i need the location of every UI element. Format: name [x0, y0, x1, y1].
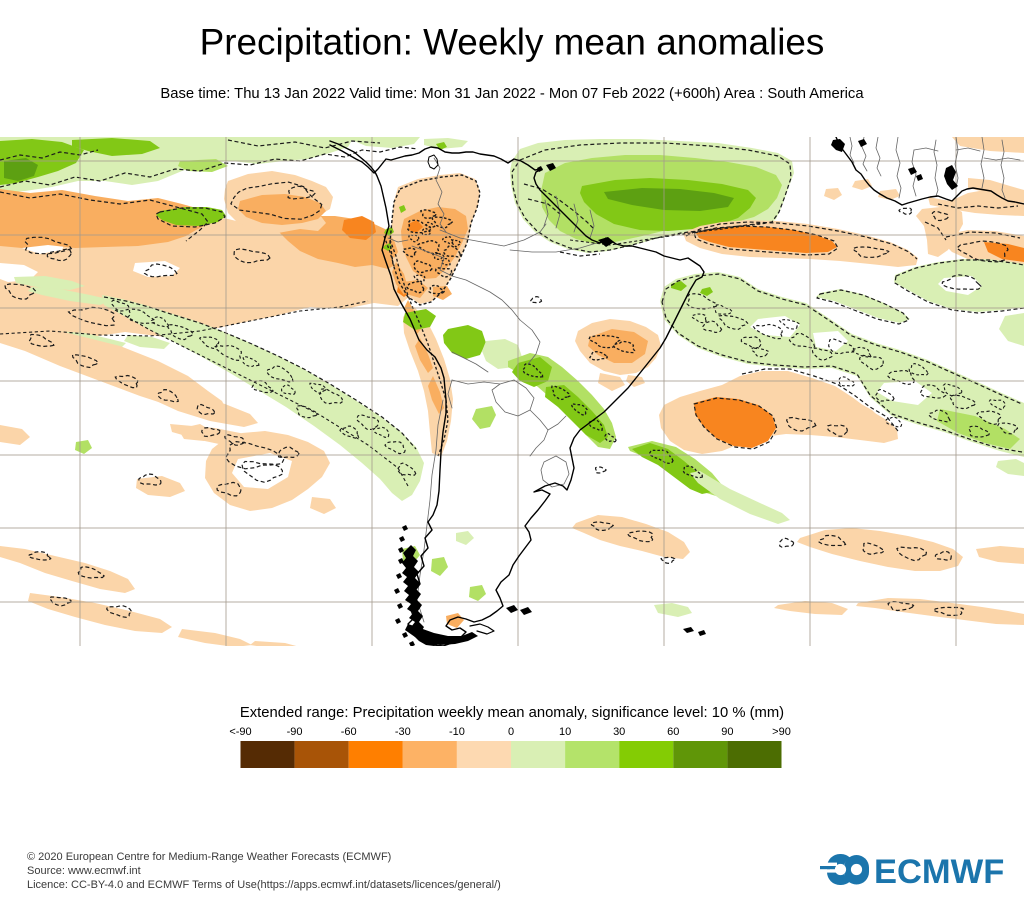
- svg-text:-10: -10: [449, 726, 465, 738]
- svg-text:60: 60: [667, 726, 679, 738]
- svg-text:Extended range: Precipitation: Extended range: Precipitation weekly mea…: [240, 705, 784, 721]
- svg-text:Source: www.ecmwf.int: Source: www.ecmwf.int: [27, 865, 141, 877]
- svg-text:10: 10: [559, 726, 571, 738]
- svg-text:30: 30: [613, 726, 625, 738]
- svg-text:Licence: CC-BY-4.0 and ECMWF T: Licence: CC-BY-4.0 and ECMWF Terms of Us…: [27, 879, 501, 891]
- svg-text:-30: -30: [395, 726, 411, 738]
- svg-text:90: 90: [721, 726, 733, 738]
- svg-text:>90: >90: [772, 726, 791, 738]
- svg-text:<-90: <-90: [229, 726, 251, 738]
- svg-text:Precipitation: Weekly mean ano: Precipitation: Weekly mean anomalies: [200, 22, 825, 63]
- svg-text:0: 0: [508, 726, 514, 738]
- svg-text:-60: -60: [341, 726, 357, 738]
- svg-text:-90: -90: [287, 726, 303, 738]
- svg-text:© 2020 European Centre for Med: © 2020 European Centre for Medium-Range …: [27, 851, 391, 863]
- svg-text:Base time: Thu 13 Jan 2022 Val: Base time: Thu 13 Jan 2022 Valid time: M…: [160, 86, 864, 102]
- svg-text:ECMWF: ECMWF: [874, 853, 1004, 891]
